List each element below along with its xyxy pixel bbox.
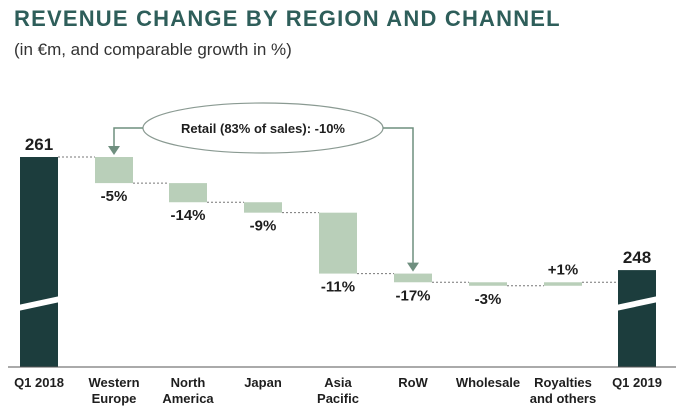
category-label: Pacific bbox=[317, 391, 359, 406]
category-label: Wholesale bbox=[456, 375, 520, 390]
callout-label: Retail (83% of sales): -10% bbox=[181, 121, 345, 136]
bar-step bbox=[95, 157, 133, 184]
axis-break-mark bbox=[616, 296, 658, 311]
value-label-step: -9% bbox=[250, 218, 277, 235]
value-label-step: -5% bbox=[101, 188, 128, 205]
category-label: and others bbox=[530, 391, 596, 406]
category-label: North bbox=[171, 375, 206, 390]
bar-step bbox=[394, 273, 432, 283]
callout-arrowhead-left bbox=[108, 146, 120, 155]
category-label: Asia bbox=[324, 375, 352, 390]
category-label: Royalties bbox=[534, 375, 592, 390]
bar-step bbox=[319, 212, 357, 274]
axis-break-mark bbox=[18, 296, 60, 311]
category-label: Europe bbox=[92, 391, 137, 406]
callout-arrowhead-right bbox=[407, 262, 419, 272]
bar-step bbox=[544, 282, 582, 286]
bar-start bbox=[20, 157, 58, 367]
value-label-end: 248 bbox=[623, 248, 651, 267]
chart-title: REVENUE CHANGE BY REGION AND CHANNEL bbox=[14, 6, 561, 31]
category-label: RoW bbox=[398, 375, 428, 390]
callout-arrow-left bbox=[113, 127, 143, 147]
value-label-step: -17% bbox=[395, 287, 430, 304]
bar-step bbox=[469, 282, 507, 286]
bar-step bbox=[244, 202, 282, 213]
value-label-start: 261 bbox=[25, 135, 53, 154]
category-label: Japan bbox=[244, 375, 282, 390]
chart-subtitle: (in €m, and comparable growth in %) bbox=[14, 40, 292, 59]
category-label: Western bbox=[88, 375, 139, 390]
category-label: America bbox=[162, 391, 214, 406]
value-label-step: -3% bbox=[475, 291, 502, 308]
value-label-step: +1% bbox=[548, 261, 578, 278]
value-label-step: -14% bbox=[170, 207, 205, 224]
bar-step bbox=[169, 183, 207, 203]
bar-end bbox=[618, 270, 656, 367]
callout-arrow-right bbox=[383, 127, 414, 264]
category-label: Q1 2018 bbox=[14, 375, 64, 390]
value-label-step: -11% bbox=[321, 279, 355, 296]
category-label: Q1 2019 bbox=[612, 375, 662, 390]
